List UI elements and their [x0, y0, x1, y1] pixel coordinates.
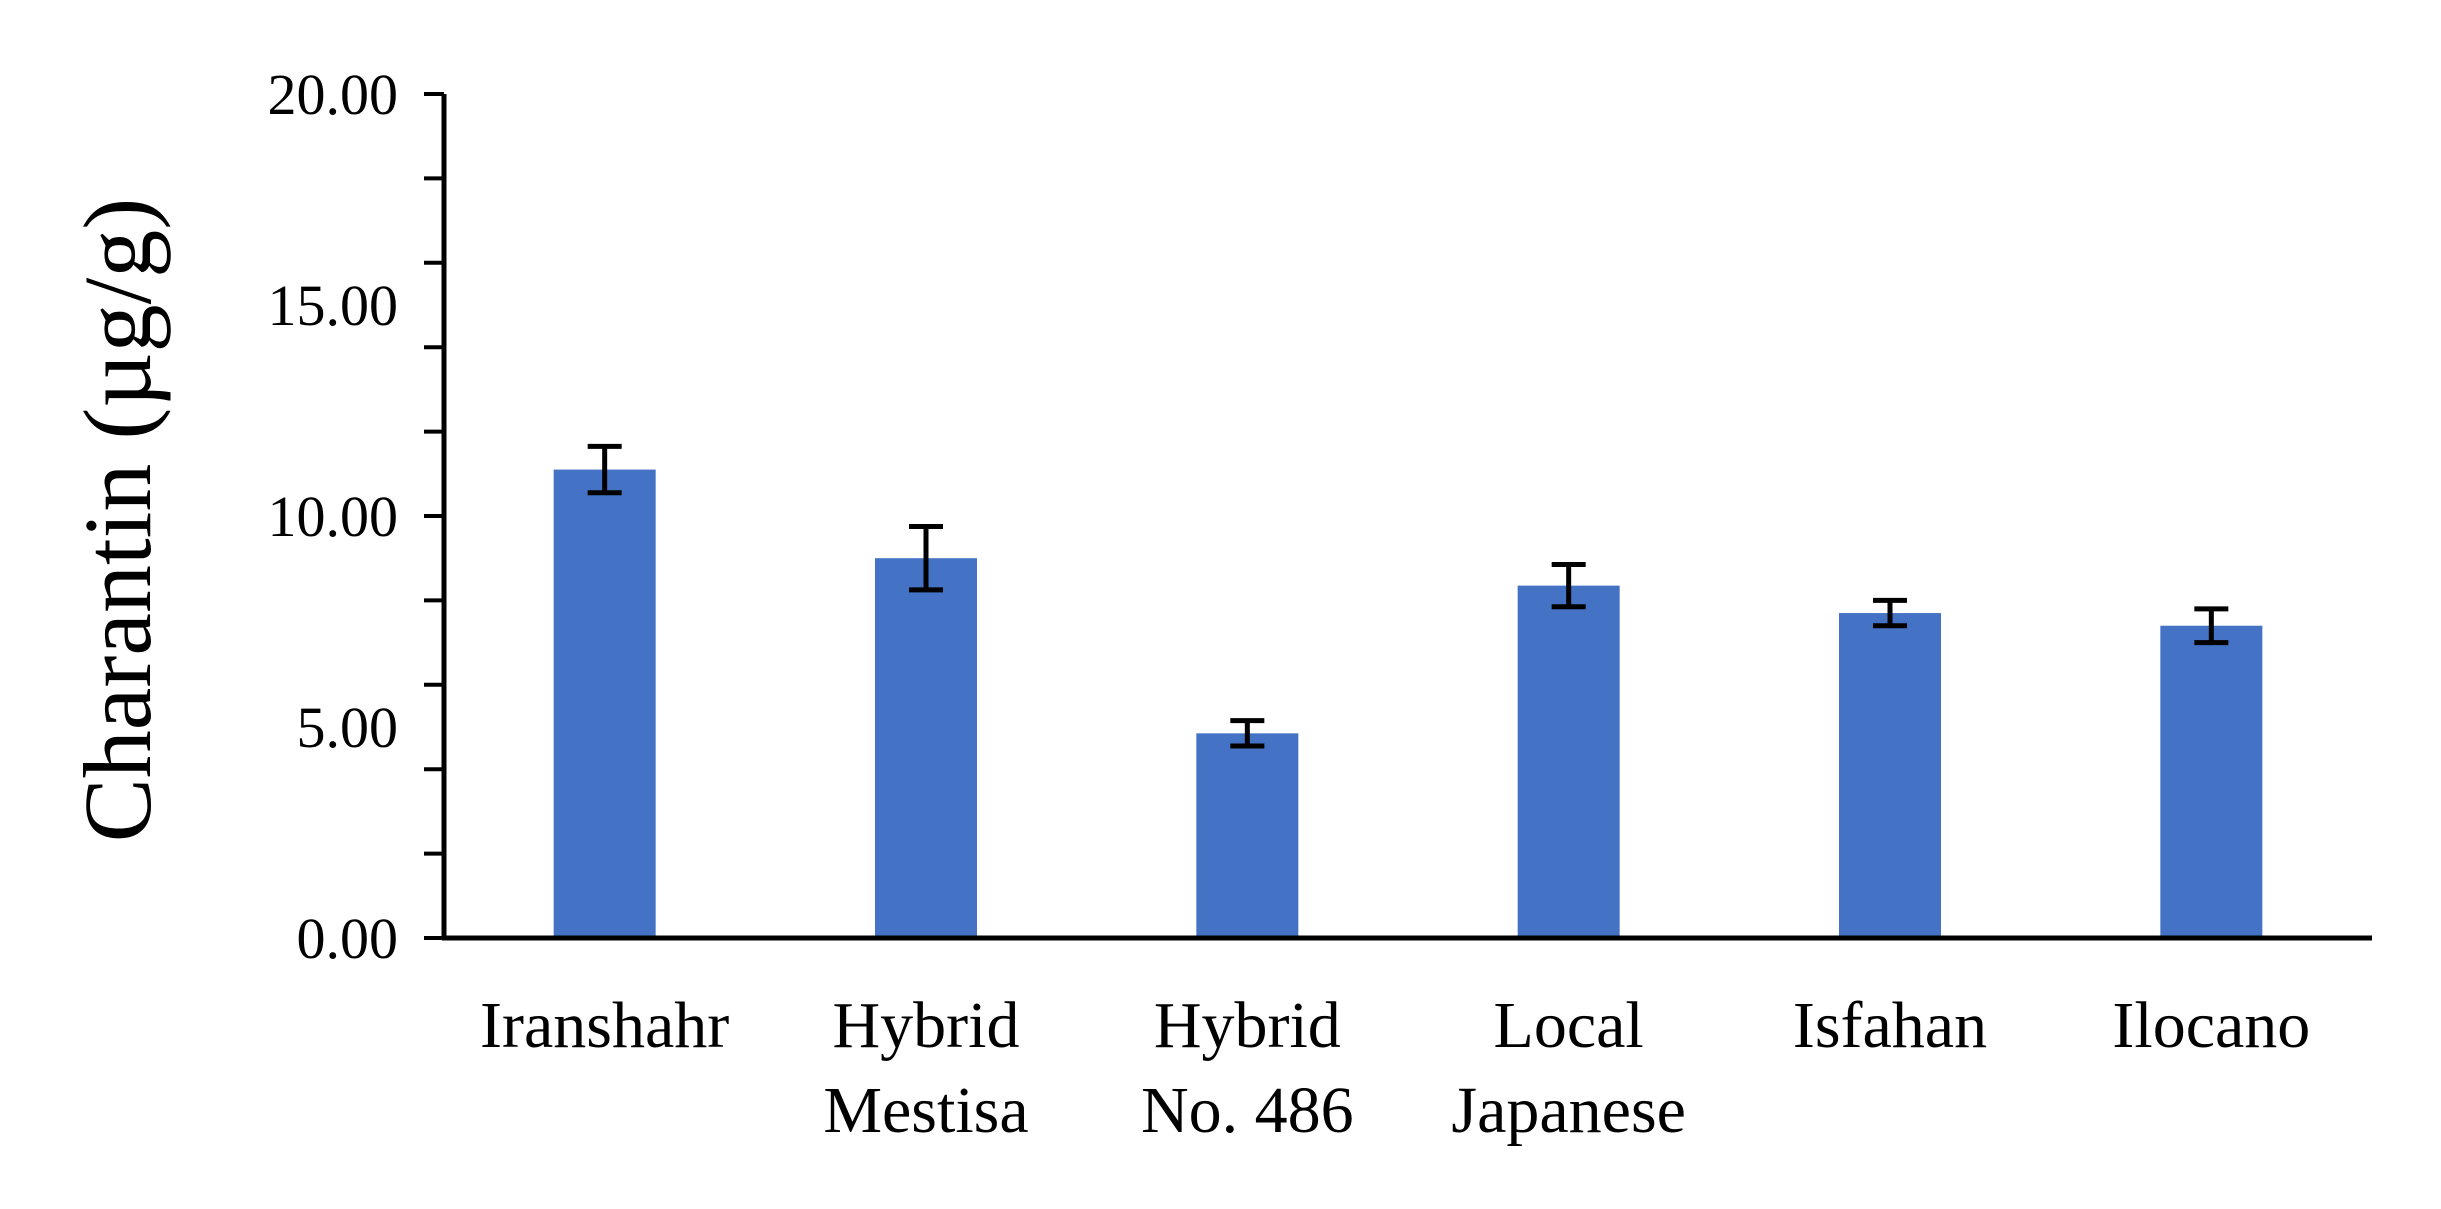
bar: [875, 558, 977, 938]
bar: [1196, 733, 1299, 938]
bar: [553, 469, 656, 938]
bar: [1839, 613, 1941, 938]
x-tick-label: Japanese: [1451, 1074, 1686, 1147]
bar: [1517, 585, 1620, 938]
x-tick-label: Local: [1494, 989, 1644, 1062]
y-tick-label: 10.00: [268, 484, 399, 549]
x-tick-label: Hybrid: [1154, 989, 1341, 1062]
x-tick-label: Ilocano: [2112, 989, 2310, 1062]
y-tick-label: 5.00: [297, 695, 399, 760]
y-tick-label: 0.00: [297, 906, 399, 971]
y-tick-label: 20.00: [268, 62, 399, 127]
x-tick-label: Mestisa: [823, 1074, 1028, 1147]
y-axis-title: Charantin (µg/g): [64, 198, 171, 842]
y-tick-label: 15.00: [268, 273, 399, 338]
x-tick-label: Iranshahr: [480, 989, 729, 1062]
x-tick-label: Hybrid: [833, 989, 1020, 1062]
x-tick-label: No. 486: [1141, 1074, 1354, 1147]
x-tick-label: Isfahan: [1793, 989, 1987, 1062]
bar: [2160, 625, 2263, 938]
